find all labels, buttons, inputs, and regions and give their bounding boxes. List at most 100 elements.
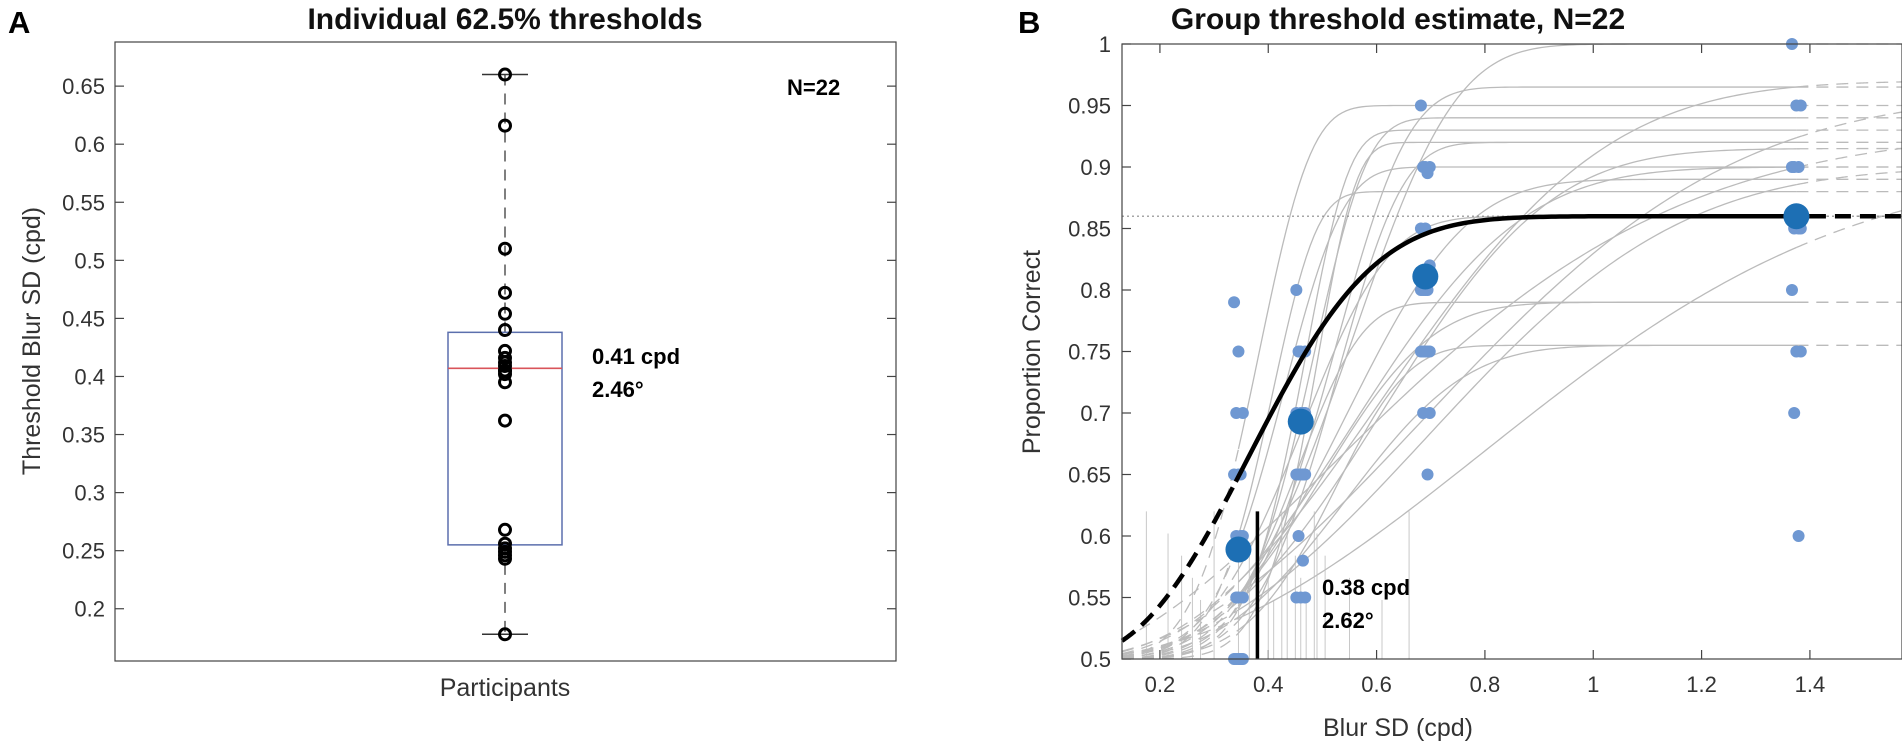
y-tick-label: 0.65 [1068,463,1111,488]
individual-data-point [1794,345,1807,358]
y-tick-label: 0.3 [74,481,105,506]
individual-data-point [1299,591,1312,604]
individual-fit-curve [1237,86,1797,607]
individual-fit-dashed-left [1121,581,1239,655]
individual-data-point [1296,554,1309,567]
individual-data-point [1788,407,1801,419]
y-tick-label: 0.65 [62,74,105,99]
panel-b-threshold-cpd: 0.38 cpd [1322,575,1410,600]
individual-fit-curve [1237,117,1797,604]
y-tick-label: 0.7 [1080,401,1111,426]
group-mean-point [1412,263,1439,290]
individual-fit-dashed-left [1121,554,1239,640]
group-mean-point [1225,536,1252,563]
group-fit-dashed-left [1120,480,1238,643]
participant-point [498,359,512,374]
group-mean-point [1287,408,1314,435]
individual-fit-dashed-right [1796,171,1902,186]
panel-b-axes-frame [1121,43,1902,660]
group-mean-points [1225,203,1810,563]
individual-fit-curve [1237,141,1797,622]
panel-a-axes-frame [114,41,897,662]
individual-fit-dashed-left [1122,608,1240,660]
individual-fit-curve [1238,137,1797,595]
individual-fit-dashed-left [1121,448,1240,658]
participant-point [498,350,512,365]
panel-a-median-deg: 2.46° [592,377,644,402]
individual-fit-curve [1237,301,1797,598]
individual-fit-dashed-left [1121,605,1239,660]
y-tick-label: 0.5 [1080,647,1111,672]
participant-points [498,67,512,642]
y-tick-label: 0.55 [62,190,105,215]
y-tick-label: 0.5 [74,248,105,273]
x-tick-label: 1 [1587,672,1599,697]
y-tick-label: 0.6 [1080,524,1111,549]
group-mean-point [1783,203,1810,230]
participant-point [498,551,512,566]
x-tick-label: 0.4 [1253,672,1284,697]
participant-point [498,363,512,378]
participant-point [498,306,512,321]
individual-fit-dashed-right [1796,111,1902,139]
individual-data-point [1414,99,1427,112]
individual-data-point [1785,284,1798,296]
participant-point [498,323,512,338]
y-tick-label: 0.85 [1068,217,1111,242]
y-tick-label: 0.8 [1080,278,1111,303]
individual-fit-dashed-left [1121,595,1239,658]
individual-fit-dashed-left [1121,617,1239,655]
y-tick-label: 0.75 [1068,340,1111,365]
individual-fit-dashed-left [1121,616,1239,659]
panel-a-y-ticks: 0.2 0.25 0.3 0.35 0.4 0.45 0.5 0.55 0.6 0.65 [62,74,896,622]
individual-data-point [1417,407,1430,419]
x-tick-label: 0.8 [1470,672,1501,697]
x-tick-label: 0.2 [1145,672,1176,697]
individual-data-point [1794,99,1807,112]
individual-data-point [1230,407,1243,419]
panel-a-label: A [8,5,30,40]
participant-point [498,522,512,537]
panel-a-title: Individual 62.5% thresholds [307,3,702,36]
panel-a: A Individual 62.5% thresholds 0.2 0.25 0.3… [8,3,897,702]
y-tick-label: 0.4 [74,364,105,389]
panel-b-y-axis-label: Proportion Correct [1018,250,1046,454]
individual-data-point [1299,468,1312,481]
individual-data-point [1792,530,1805,542]
x-tick-label: 1.4 [1795,672,1826,697]
individual-data-point [1785,161,1798,173]
individual-fit-curve [1237,166,1797,545]
individual-fit-curve [1237,301,1797,597]
panel-b: B Group threshold estimate, N=22 0.5 0.55… [1018,3,1902,742]
individual-fit-dashed-right [1796,81,1902,88]
y-tick-label: 1 [1099,32,1111,57]
individual-fit-curve [1237,190,1797,536]
y-tick-label: 0.2 [74,597,105,622]
individual-data-point [1230,591,1243,604]
individual-data-point [1292,345,1305,358]
panel-a-x-category-label: Participants [440,674,571,702]
y-tick-label: 0.9 [1080,155,1111,180]
participant-point [498,241,512,256]
individual-fit-curve [1238,148,1797,602]
individual-fit-dashed-left [1121,593,1239,652]
individual-data-point [1421,468,1434,481]
individual-fit-curve [1238,184,1797,611]
panel-b-label: B [1018,5,1040,40]
panel-a-n-label: N=22 [787,75,840,100]
panel-b-y-ticks: 0.5 0.55 0.6 0.65 0.7 0.75 0.8 0.85 0.9 0.95 1 [1068,32,1131,672]
participant-point [498,413,512,428]
x-tick-label: 1.2 [1686,672,1717,697]
panel-b-title: Group threshold estimate, N=22 [1171,3,1625,36]
group-fit-curve [1233,213,1810,483]
individual-data-point [1419,345,1432,358]
y-tick-label: 0.25 [62,539,105,564]
individual-fit-dashed-left [1121,620,1239,660]
y-tick-label: 0.35 [62,423,105,448]
individual-data-point [1228,296,1241,309]
y-tick-label: 0.95 [1068,94,1111,119]
panel-b-threshold-deg: 2.62° [1322,608,1374,633]
individual-fit-curve [1237,178,1797,596]
individual-data-point [1421,167,1434,180]
